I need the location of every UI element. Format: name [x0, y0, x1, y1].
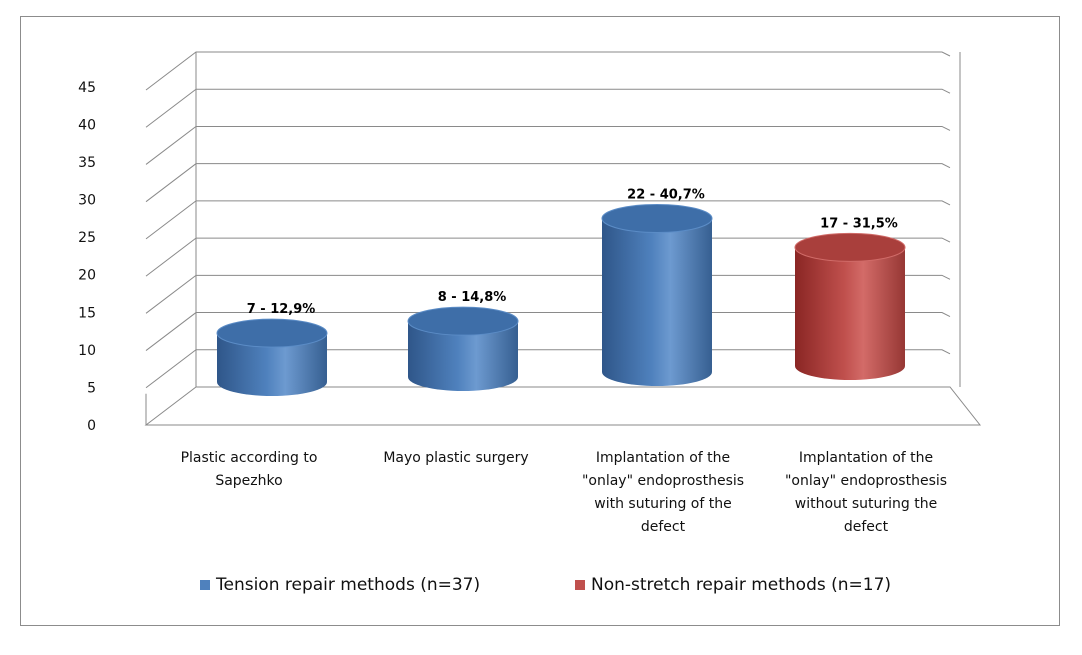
floor-plane — [144, 386, 982, 426]
gridline — [145, 88, 951, 128]
y-tick-label: 15 — [78, 305, 96, 321]
gridline — [145, 274, 951, 314]
data-label: 17 - 31,5% — [820, 216, 898, 231]
gridline — [145, 349, 951, 389]
x-tick-label: Plastic according to Sapezhko — [180, 450, 318, 489]
gridline — [145, 125, 951, 165]
bar-top — [794, 232, 906, 262]
legend-label-non-stretch: Non-stretch repair methods (n=17) — [591, 575, 892, 595]
legend-swatch-non-stretch — [575, 580, 585, 590]
bar — [795, 247, 905, 380]
bar — [602, 218, 712, 386]
y-tick-label: 10 — [78, 343, 96, 359]
bar-top — [407, 306, 519, 336]
gridline — [145, 51, 951, 91]
y-tick-label: 5 — [87, 380, 96, 396]
y-tick-label: 30 — [78, 193, 96, 209]
y-tick-label: 0 — [87, 418, 96, 434]
x-tick-label: Implantation of the "onlay" endoprosthesi… — [784, 450, 948, 535]
data-label: 22 - 40,7% — [627, 187, 705, 202]
x-tick-label: Implantation of the "onlay" endoprosthesi… — [581, 450, 745, 535]
gridline — [145, 163, 951, 203]
data-label: 7 - 12,9% — [247, 302, 316, 317]
legend-label-tension: Tension repair methods (n=37) — [216, 575, 481, 595]
y-tick-label: 20 — [78, 268, 96, 284]
bar-top — [216, 318, 328, 348]
y-tick-label: 45 — [78, 80, 96, 96]
legend-item-non-stretch: Non-stretch repair methods (n=17) — [575, 575, 891, 595]
x-tick-label: Mayo plastic surgery — [383, 450, 529, 466]
bar — [217, 333, 327, 396]
gridline — [145, 200, 951, 240]
y-tick-label: 35 — [78, 155, 96, 171]
gridline — [145, 312, 951, 351]
data-label: 8 - 14,8% — [438, 290, 507, 305]
legend-swatch-tension — [200, 580, 210, 590]
gridline — [145, 237, 951, 277]
bar — [408, 321, 518, 391]
legend-item-tension: Tension repair methods (n=37) — [200, 575, 480, 595]
bar-top — [601, 203, 713, 233]
y-tick-label: 25 — [78, 230, 96, 246]
y-tick-label: 40 — [78, 117, 96, 133]
